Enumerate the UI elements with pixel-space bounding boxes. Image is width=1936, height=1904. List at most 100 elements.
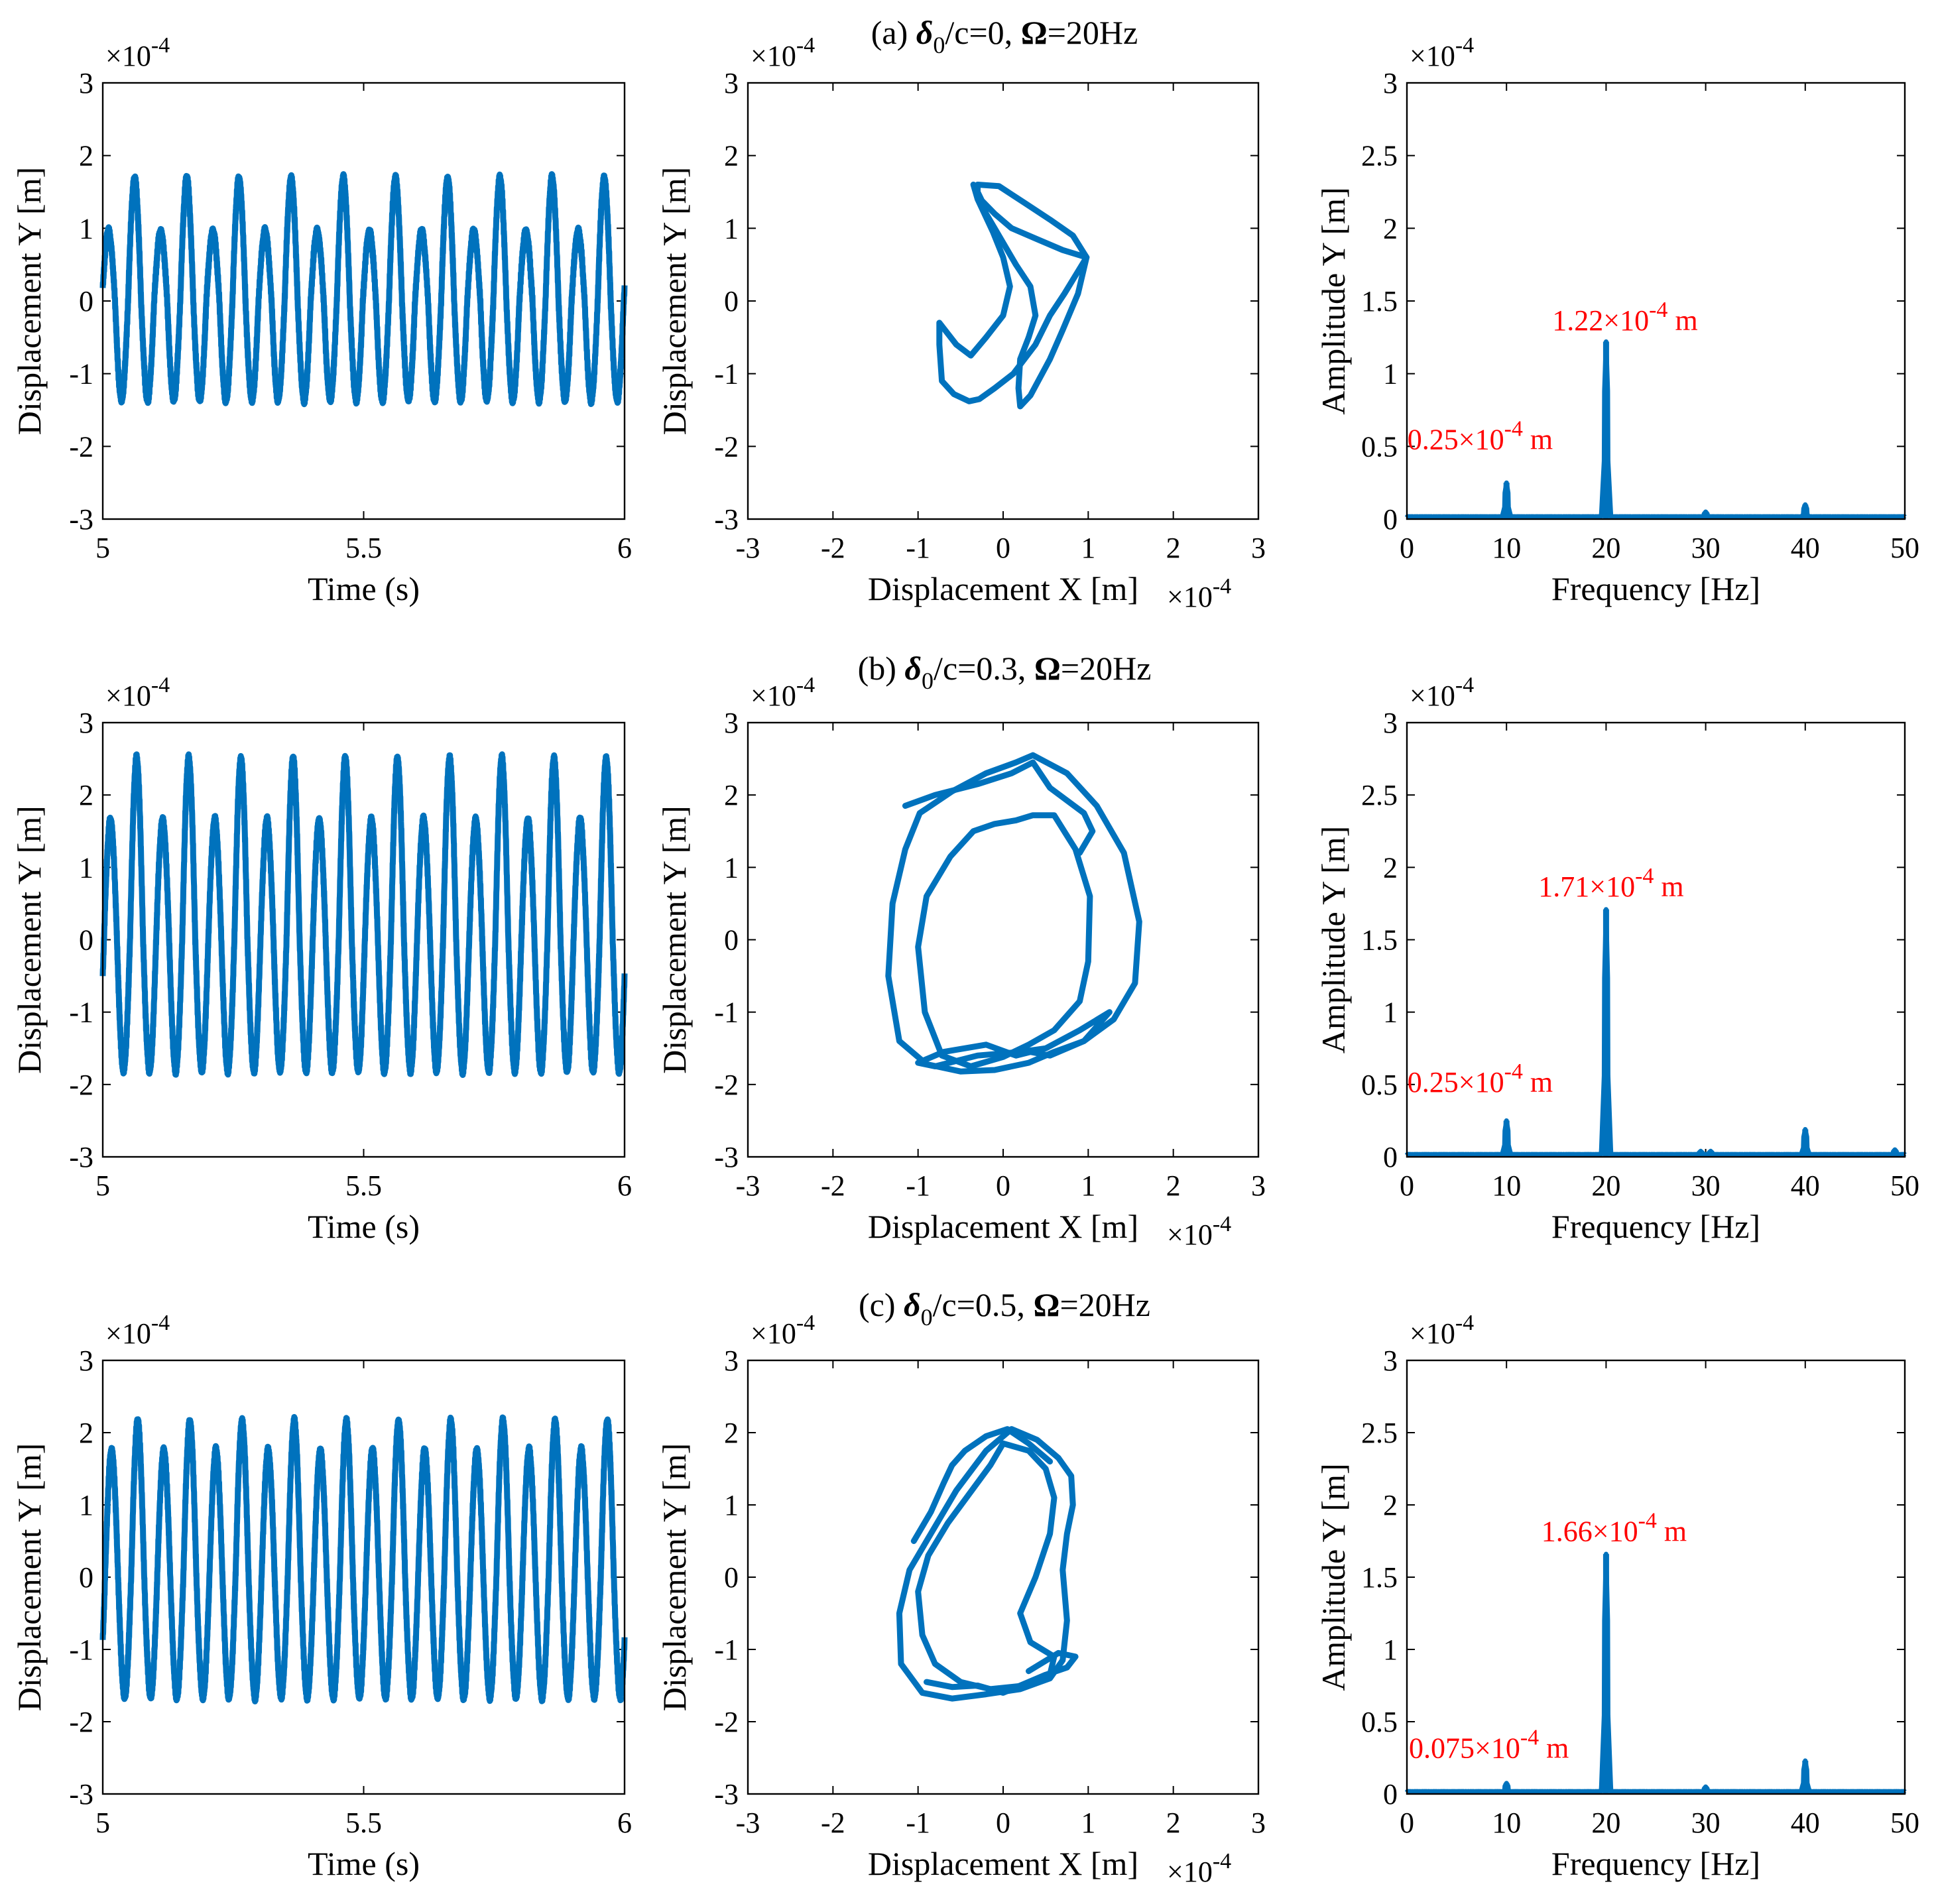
panel-a-spectrum-xtick-label: 40: [1791, 532, 1820, 564]
panel-c-orbit: -3 -2 -1 0 1 2 3 -3 -2 -1 0 1 2 3 Displacement X [m] Di…: [656, 1311, 1266, 1888]
panel-c-spectrum: 0 10 20 30 40 50 0 0.5 1 1.5 2 2.5 3 Frequency [Hz] Am…: [1315, 1311, 1919, 1882]
panel-c-time-xlabel: Time (s): [308, 1845, 420, 1882]
panel-a-orbit-y-exponent: ×10-4: [751, 33, 815, 72]
panel-c-time-y-exponent: ×10-4: [105, 1311, 170, 1350]
panel-b-spectrum-xtick-label: 50: [1890, 1169, 1919, 1202]
panel-c-orbit-ytick-label: 1: [724, 1489, 739, 1521]
panel-a-orbit-ytick-label: 1: [724, 212, 739, 245]
panel-b-spectrum-ylabel: Amplitude Y [m]: [1315, 826, 1352, 1053]
panel-b-orbit-xlabel: Displacement X [m]: [868, 1208, 1138, 1245]
panel-c-spectrum-frame: [1406, 1359, 1906, 1795]
panel-c-orbit-ytick-label: -2: [714, 1706, 739, 1738]
panel-a-spectrum-ytick-label: 2.5: [1361, 140, 1398, 172]
panel-c-spectrum-xtick-label: 0: [1400, 1807, 1414, 1839]
panel-c-spectrum-xtick-label: 40: [1791, 1807, 1820, 1839]
panel-c-time-xtick-label: 6: [617, 1807, 632, 1839]
panel-a-orbit-xtick-label: 3: [1251, 532, 1266, 564]
panel-a-spectrum-ytick-label: 1: [1383, 358, 1398, 390]
panel-a-time-ytick-label: -1: [69, 358, 93, 390]
panel-b-spectrum-xlabel: Frequency [Hz]: [1551, 1208, 1760, 1245]
panel-a-time-ylabel: Displacement Y [m]: [11, 167, 48, 436]
panel-a-spectrum-xtick-label: 10: [1492, 532, 1521, 564]
panel-a-time: 5 5.5 6 -3 -2 -1 0 1 2 3 Time (s) Displacement Y [m…: [11, 33, 632, 607]
row-title-a: (a) δ0/c=0, Ω=20Hz: [871, 14, 1138, 58]
panel-c-orbit-xtick-label: 2: [1166, 1807, 1181, 1839]
panel-c-orbit-ytick-label: 0: [724, 1561, 739, 1594]
panel-a-orbit-x-exponent: ×10-4: [1167, 574, 1231, 613]
panel-a-orbit-frame: [747, 82, 1260, 520]
panel-a-orbit-xtick-label: 0: [996, 532, 1010, 564]
panel-b-orbit-ytick-label: 0: [724, 924, 739, 957]
panel-c-orbit-xlabel: Displacement X [m]: [868, 1845, 1138, 1882]
panel-b-orbit-y-exponent: ×10-4: [751, 673, 815, 712]
panel-b-orbit-x-exponent: ×10-4: [1167, 1212, 1231, 1251]
panel-b-time-ytick-label: -1: [69, 996, 93, 1029]
panel-b-spectrum-ytick-label: 3: [1383, 707, 1398, 739]
panel-c-orbit-ylabel: Displacement Y [m]: [656, 1443, 693, 1712]
panel-a-orbit-ytick-label: 3: [724, 67, 739, 99]
panel-a-spectrum-ytick-label: 2: [1383, 212, 1398, 245]
panel-a-time-xtick-label: 5: [95, 532, 110, 564]
panel-b-spectrum-ytick-label: 0: [1383, 1141, 1398, 1173]
panel-b-orbit-xtick-label: -3: [736, 1169, 760, 1202]
panel-a-spectrum-annotation: 1.22×10-4 m: [1552, 298, 1697, 337]
panel-b-spectrum-annotation: 1.71×10-4 m: [1538, 864, 1683, 903]
panel-a-time-ytick-label: 2: [79, 140, 93, 172]
panel-c-orbit-frame: [747, 1359, 1260, 1795]
panel-a-time-y-exponent: ×10-4: [105, 33, 170, 72]
panel-b-spectrum-frame: [1406, 721, 1906, 1158]
panel-b-orbit-xtick-label: -2: [821, 1169, 845, 1202]
row-title-b: (b) δ0/c=0.3, Ω=20Hz: [858, 650, 1152, 694]
panel-a-orbit-orbit-loop: [975, 182, 1090, 410]
panel-a-spectrum-ylabel: Amplitude Y [m]: [1315, 187, 1352, 414]
panel-a-orbit-ytick-label: -2: [714, 430, 739, 463]
panel-c-orbit-y-exponent: ×10-4: [751, 1311, 815, 1350]
panel-b-time-xlabel: Time (s): [308, 1208, 420, 1245]
panel-b-spectrum-annotation: 0.25×10-4 m: [1408, 1059, 1553, 1099]
panel-c-orbit-xtick-label: 3: [1251, 1807, 1266, 1839]
panel-b-time-y-exponent: ×10-4: [105, 673, 170, 712]
panel-c-spectrum-spectrum-line: [1404, 1551, 1907, 1795]
panel-a-spectrum: 0 10 20 30 40 50 0 0.5 1 1.5 2 2.5 3 Frequency [Hz] Am…: [1315, 33, 1919, 607]
panel-b-time-series-line: [99, 751, 628, 1078]
panel-c-spectrum-ytick-label: 0.5: [1361, 1706, 1398, 1738]
panel-b-time-ytick-label: 0: [79, 924, 93, 957]
panel-a-orbit-ytick-label: 2: [724, 140, 739, 172]
panel-a-spectrum-xtick-label: 50: [1890, 532, 1919, 564]
panel-c-spectrum-ytick-label: 3: [1383, 1344, 1398, 1377]
panel-b-orbit-ytick-label: 2: [724, 779, 739, 811]
panel-c-spectrum-ytick-label: 2.5: [1361, 1417, 1398, 1449]
panel-b-orbit-xtick-label: 0: [996, 1169, 1010, 1202]
panel-a-time-frame: [101, 82, 626, 520]
panel-a-time-ytick-label: 3: [79, 67, 93, 99]
panel-b-orbit-frame: [747, 721, 1260, 1158]
panel-b-orbit-ytick-label: -3: [714, 1141, 739, 1173]
panel-b-spectrum-xtick-label: 40: [1791, 1169, 1820, 1202]
panel-b-spectrum-xtick-label: 10: [1492, 1169, 1521, 1202]
panel-c-orbit-xtick-label: 0: [996, 1807, 1010, 1839]
panel-b-spectrum-xtick-label: 20: [1591, 1169, 1620, 1202]
panel-b-spectrum-ytick-label: 2: [1383, 851, 1398, 884]
panel-a-spectrum-ytick-label: 0.5: [1361, 430, 1398, 463]
panel-c-orbit-xtick-label: -2: [821, 1807, 845, 1839]
panel-a-time-xlabel: Time (s): [308, 570, 420, 607]
panel-b-time-ytick-label: 3: [79, 707, 93, 739]
panel-a-orbit: -3 -2 -1 0 1 2 3 -3 -2 -1 0 1 2 3 Displacement X [m] Di…: [656, 33, 1266, 613]
panel-c-time-ytick-label: 0: [79, 1561, 93, 1594]
panel-c-spectrum-ylabel: Amplitude Y [m]: [1315, 1463, 1352, 1691]
panel-c-spectrum-xtick-label: 10: [1492, 1807, 1521, 1839]
panel-a-spectrum-xlabel: Frequency [Hz]: [1551, 570, 1760, 607]
panel-b-spectrum-spectrum-line: [1404, 907, 1907, 1158]
panel-b-orbit-xtick-label: 1: [1081, 1169, 1095, 1202]
panel-a-orbit-ytick-label: -3: [714, 503, 739, 536]
panel-b-time-xtick-label: 6: [617, 1169, 632, 1202]
panel-c-orbit-xtick-label: 1: [1081, 1807, 1095, 1839]
panel-a-time-ytick-label: -2: [69, 430, 93, 463]
panel-c-time-xtick-label: 5.5: [345, 1807, 382, 1839]
panel-b-time-ylabel: Displacement Y [m]: [11, 805, 48, 1074]
panel-c-orbit-orbit-loop: [915, 1440, 1058, 1693]
panel-a-time-ytick-label: 1: [79, 212, 93, 245]
panel-a-time-xtick-label: 5.5: [345, 532, 382, 564]
panel-c-orbit-xtick-label: -1: [906, 1807, 930, 1839]
panel-a-time-series-line: [99, 171, 628, 408]
